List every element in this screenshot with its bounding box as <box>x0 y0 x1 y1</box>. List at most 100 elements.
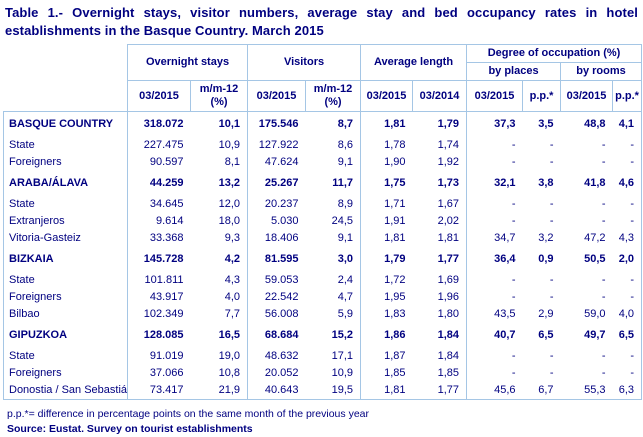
cell-occ-rooms-pp: - <box>612 137 643 154</box>
cell-avg-length-03-2014: 1,84 <box>437 350 460 362</box>
cell-occ-places-03-2015: - <box>466 213 523 230</box>
col-header-occ-places-pp: p.p.* <box>522 80 562 112</box>
cell-occ-rooms-pp: - <box>612 154 643 171</box>
cell-overnight-m-m-12: 12,0 <box>218 198 241 210</box>
cell-visitors-03-2015: 25.267 <box>247 171 306 196</box>
cell-occ-rooms-03-2015: 47,2 <box>584 232 606 244</box>
cell-overnight-m-m-12: 19,0 <box>218 350 241 362</box>
cell-overnight-03-2015: 227.475 <box>127 137 191 154</box>
cell-occ-rooms-03-2015: 50,5 <box>584 253 606 265</box>
row-label: Foreigners <box>3 154 128 171</box>
row-label: BIZKAIA <box>3 247 128 272</box>
cell-visitors-03-2015: 40.643 <box>247 382 306 400</box>
table-row: BASQUE COUNTRY 318.072 10,1 175.546 8,7 1,81 1… <box>3 111 643 137</box>
cell-overnight-03-2015: 33.368 <box>127 230 191 247</box>
table-footer: p.p.*= difference in percentage points o… <box>7 407 641 437</box>
table-row: GIPUZKOA 128.085 16,5 68.684 15,2 1,86 1,84 40,… <box>3 323 643 348</box>
footnote: p.p.*= difference in percentage points o… <box>7 408 369 420</box>
cell-occ-rooms-03-2015: 55,3 <box>560 382 613 400</box>
cell-occ-rooms-pp: 4,0 <box>612 306 643 323</box>
cell-avg-length-03-2014: 2,02 <box>437 215 460 227</box>
cell-overnight-m-m-12: 8,1 <box>224 156 241 168</box>
cell-occ-places-03-2015: 34,7 <box>466 230 523 247</box>
cell-occ-places-pp: 6,7 <box>522 382 561 400</box>
source-note: Source: Eustat. Survey on tourist establ… <box>7 423 253 435</box>
cell-occ-places-pp: 0,9 <box>538 253 554 265</box>
cell-occ-rooms-pp: 2,0 <box>612 247 643 272</box>
cell-visitors-03-2015: 81.595 <box>247 247 306 272</box>
cell-visitors-03-2015: 175.546 <box>247 111 306 137</box>
corner-cell <box>3 44 128 112</box>
cell-occ-places-pp: - <box>549 291 554 303</box>
cell-overnight-m-m-12: 10,9 <box>218 139 241 151</box>
cell-visitors-m-m-12: 8,6 <box>337 139 354 151</box>
cell-avg-length-03-2015: 1,75 <box>360 171 413 196</box>
cell-occ-places-pp: - <box>549 198 554 210</box>
row-label: Extranjeros <box>3 213 128 230</box>
cell-occ-places-pp: 3,5 <box>522 111 561 137</box>
cell-overnight-m-m-12: 18,0 <box>218 215 241 227</box>
cell-occ-places-03-2015: 32,1 <box>466 171 523 196</box>
cell-occ-places-03-2015: - <box>466 137 523 154</box>
cell-overnight-03-2015: 90.597 <box>127 154 191 171</box>
cell-visitors-m-m-12: 9,1 <box>337 156 354 168</box>
cell-occ-rooms-pp: 4,3 <box>612 230 643 247</box>
cell-avg-length-03-2015: 1,90 <box>360 154 413 171</box>
cell-overnight-m-m-12: 7,7 <box>224 308 241 320</box>
cell-avg-length-03-2014: 1,74 <box>437 139 460 151</box>
cell-overnight-03-2015: 9.614 <box>127 213 191 230</box>
cell-overnight-m-m-12: 16,5 <box>218 329 241 341</box>
row-label: Bilbao <box>3 306 128 323</box>
cell-occ-rooms-03-2015: - <box>601 139 606 151</box>
cell-avg-length-03-2015: 1,81 <box>360 382 413 400</box>
cell-occ-places-03-2015: - <box>466 348 523 365</box>
cell-avg-length-03-2015: 1,79 <box>360 247 413 272</box>
cell-overnight-03-2015: 37.066 <box>127 365 191 382</box>
cell-occ-rooms-03-2015: - <box>601 274 606 286</box>
cell-overnight-m-m-12: 10,8 <box>218 367 241 379</box>
cell-occ-rooms-03-2015: - <box>601 350 606 362</box>
col-subgroup-by-places: by places <box>466 62 562 81</box>
cell-avg-length-03-2015: 1,81 <box>360 111 413 137</box>
cell-visitors-m-m-12: 11,7 <box>332 177 354 189</box>
cell-occ-rooms-pp: 6,3 <box>612 382 643 400</box>
cell-occ-places-03-2015: - <box>466 365 523 382</box>
col-header-overnight-m-m-12: m/m-12 (%) <box>189 80 249 112</box>
cell-avg-length-03-2015: 1,81 <box>360 230 413 247</box>
col-header-visitors-03-2015: 03/2015 <box>247 80 307 112</box>
cell-visitors-m-m-12: 15,2 <box>331 329 354 341</box>
cell-occ-rooms-03-2015: - <box>601 156 606 168</box>
cell-occ-places-pp: - <box>549 367 554 379</box>
col-subgroup-by-rooms: by rooms <box>560 62 643 81</box>
cell-avg-length-03-2014: 1,67 <box>437 198 460 210</box>
table-row: State 101.811 4,3 59.053 2,4 1,72 1,69- - - - <box>3 272 643 289</box>
cell-occ-rooms-pp: - <box>612 213 643 230</box>
cell-overnight-03-2015: 145.728 <box>127 247 191 272</box>
cell-visitors-m-m-12: 4,7 <box>337 291 354 303</box>
cell-overnight-03-2015: 101.811 <box>127 272 191 289</box>
cell-occ-places-pp: 6,5 <box>538 329 554 341</box>
cell-visitors-03-2015: 127.922 <box>247 137 306 154</box>
col-header-occ-places-03-2015: 03/2015 <box>466 80 524 112</box>
cell-avg-length-03-2014: 1,84 <box>437 329 460 341</box>
cell-occ-rooms-03-2015: 41,8 <box>584 177 606 189</box>
cell-visitors-m-m-12: 24,5 <box>331 215 354 227</box>
cell-visitors-03-2015: 56.008 <box>247 306 306 323</box>
row-label: BASQUE COUNTRY <box>3 111 128 137</box>
cell-avg-length-03-2015: 1,72 <box>360 272 413 289</box>
cell-visitors-m-m-12: 2,4 <box>337 274 354 286</box>
table-header: Overnight stays Visitors Average length … <box>3 44 643 112</box>
cell-occ-places-pp: 3,8 <box>538 177 554 189</box>
cell-avg-length-03-2015: 1,78 <box>360 137 413 154</box>
col-header-overnight-03-2015: 03/2015 <box>127 80 191 112</box>
table-body: BASQUE COUNTRY 318.072 10,1 175.546 8,7 1,81 1… <box>3 111 643 400</box>
cell-visitors-m-m-12: 8,7 <box>305 111 361 137</box>
cell-occ-rooms-pp: - <box>612 272 643 289</box>
col-header-avg-length-03-2014: 03/2014 <box>412 80 468 112</box>
page: Table 1.- Overnight stays, visitor numbe… <box>3 5 643 435</box>
cell-avg-length-03-2015: 1,86 <box>360 323 413 348</box>
cell-occ-rooms-03-2015: 48,8 <box>560 111 613 137</box>
cell-occ-places-03-2015: 37,3 <box>466 111 523 137</box>
cell-visitors-03-2015: 47.624 <box>247 154 306 171</box>
row-label: GIPUZKOA <box>3 323 128 348</box>
